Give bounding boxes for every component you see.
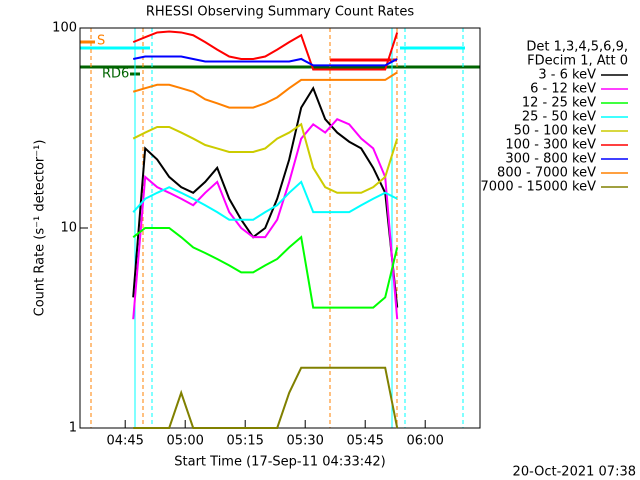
legend-label: 3 - 6 keV: [538, 68, 596, 83]
legend-label: 800 - 7000 keV: [497, 166, 596, 181]
legend-label: 7000 - 15000 keV: [481, 180, 597, 195]
legend-header: Det 1,3,4,5,6,9,: [526, 40, 628, 55]
annotation: RD6: [102, 67, 129, 82]
legend-header: FDecim 1, Att 0: [527, 54, 628, 69]
y-tick-label: 1: [69, 421, 77, 436]
x-tick-label: 05:30: [286, 434, 323, 449]
chart-title: RHESSI Observing Summary Count Rates: [146, 5, 415, 20]
series-line: [133, 55, 398, 67]
series-line: [132, 180, 398, 221]
x-tick-label: 06:00: [406, 434, 443, 449]
x-tick-label: 04:45: [106, 434, 143, 449]
x-tick-label: 05:15: [226, 434, 263, 449]
y-tick-label: 100: [52, 21, 77, 36]
flag-lines: [80, 28, 480, 428]
x-tick-label: 05:00: [166, 434, 203, 449]
legend-label: 100 - 300 keV: [505, 138, 596, 153]
legend-label: 300 - 800 keV: [505, 152, 596, 167]
x-tick-label: 05:45: [346, 434, 383, 449]
legend-label: 6 - 12 keV: [530, 82, 596, 97]
y-axis-label: Count Rate (s⁻¹ detector⁻¹): [33, 140, 48, 317]
series-line: [132, 227, 399, 309]
footer: 20-Oct-2021 07:38: [513, 465, 636, 480]
x-axis-label: Start Time (17-Sep-11 04:33:42): [174, 455, 385, 470]
series-line: [133, 366, 399, 429]
series-line: [132, 71, 398, 109]
legend-label: 50 - 100 keV: [514, 124, 597, 139]
y-tick-label: 10: [60, 221, 77, 236]
series-line: [132, 117, 399, 320]
legend-label: 25 - 50 keV: [522, 110, 596, 125]
series-line: [132, 30, 399, 71]
series-line: [132, 122, 399, 194]
legend-label: 12 - 25 keV: [522, 96, 596, 111]
annotation: S: [97, 34, 105, 49]
series-line: [132, 85, 399, 308]
